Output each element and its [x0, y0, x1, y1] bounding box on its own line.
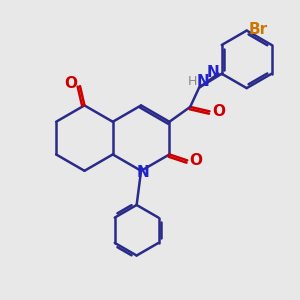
Text: Br: Br: [248, 22, 268, 37]
Text: O: O: [64, 76, 78, 91]
Text: N: N: [207, 65, 220, 80]
Text: H: H: [188, 74, 197, 88]
Text: N: N: [136, 165, 149, 180]
Text: O: O: [212, 104, 225, 119]
Text: O: O: [190, 153, 202, 168]
Text: N: N: [196, 74, 209, 88]
